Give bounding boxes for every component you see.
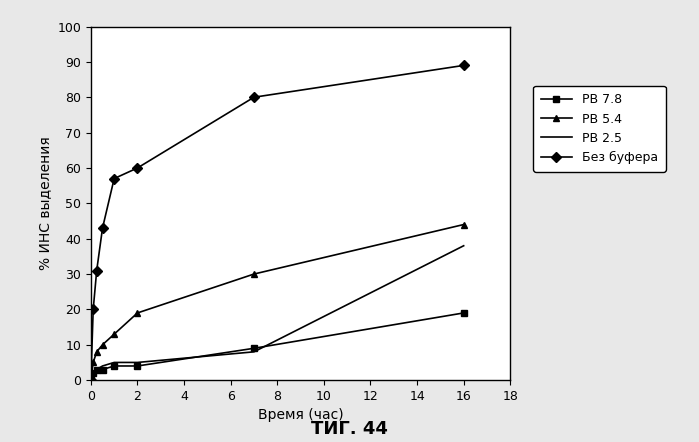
РВ 2.5 [87,377,95,383]
РВ 2.5 [92,367,101,372]
Line: Без буфера: Без буфера [87,62,467,384]
РВ 2.5 [250,349,258,354]
РВ 2.5 [134,360,142,365]
Без буфера [92,268,101,273]
РВ 7.8 [92,367,101,372]
РВ 5.4 [99,342,107,347]
РВ 7.8 [99,367,107,372]
РВ 7.8 [89,370,97,376]
Без буфера [87,377,95,383]
РВ 5.4 [89,360,97,365]
Без буфера [134,165,142,171]
РВ 7.8 [134,363,142,369]
РВ 5.4 [92,349,101,354]
Без буфера [250,95,258,100]
РВ 2.5 [99,363,107,369]
X-axis label: Время (час): Время (час) [258,408,343,423]
Y-axis label: % ИНС выделения: % ИНС выделения [38,137,52,270]
Без буфера [110,176,118,181]
РВ 2.5 [89,370,97,376]
Line: РВ 7.8: РВ 7.8 [87,309,467,384]
РВ 7.8 [250,346,258,351]
Text: ΤИГ. 44: ΤИГ. 44 [311,419,388,438]
РВ 7.8 [110,363,118,369]
Line: РВ 5.4: РВ 5.4 [87,221,467,384]
РВ 5.4 [459,222,468,227]
РВ 2.5 [110,360,118,365]
РВ 5.4 [250,271,258,277]
Без буфера [99,225,107,231]
РВ 5.4 [110,332,118,337]
Legend: РВ 7.8, РВ 5.4, РВ 2.5, Без буфера: РВ 7.8, РВ 5.4, РВ 2.5, Без буфера [533,86,665,171]
РВ 5.4 [87,377,95,383]
РВ 7.8 [87,377,95,383]
РВ 7.8 [459,310,468,316]
Line: РВ 2.5: РВ 2.5 [91,246,463,380]
Без буфера [89,307,97,312]
Без буфера [459,63,468,68]
РВ 5.4 [134,310,142,316]
РВ 2.5 [459,243,468,248]
